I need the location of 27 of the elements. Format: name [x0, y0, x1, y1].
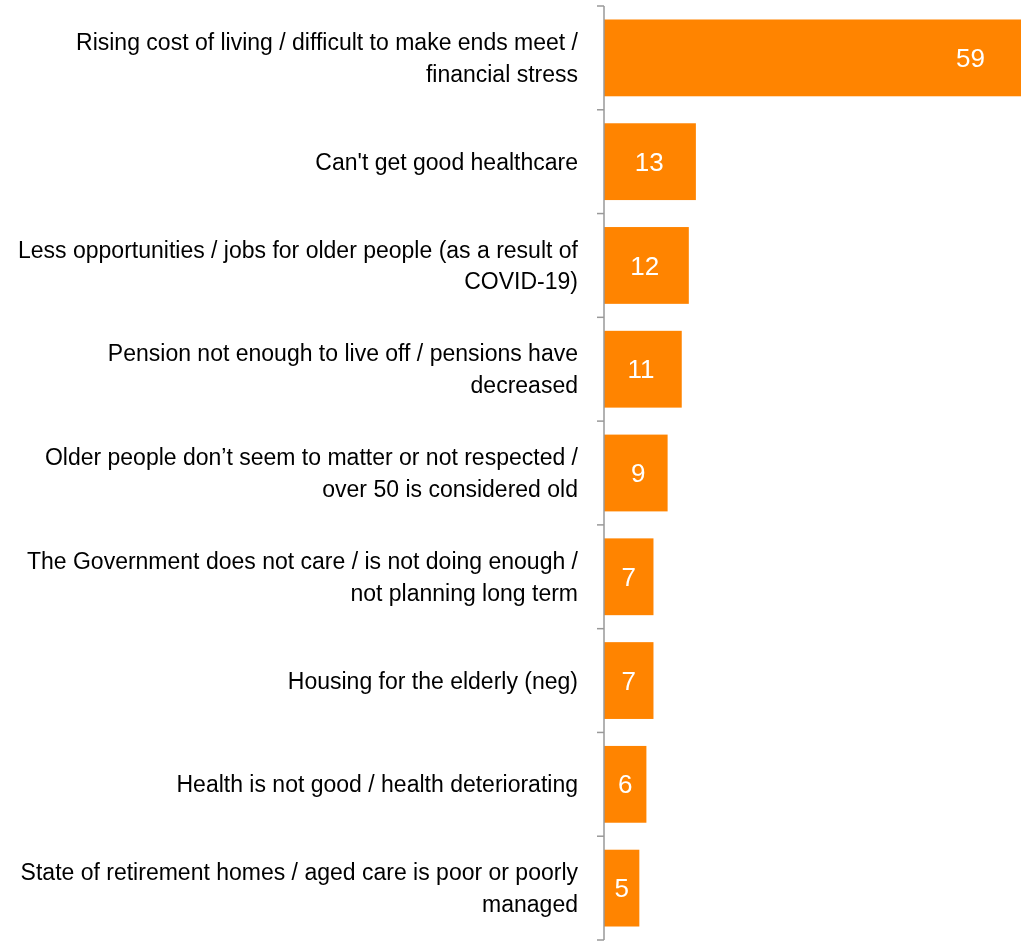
data-label: 13: [634, 146, 664, 177]
y-tick-label: Less opportunities / jobs for older people (as a result of COVID-19): [18, 236, 579, 295]
data-label: 11: [627, 354, 655, 385]
data-label: 6: [617, 769, 633, 800]
bar: [604, 19, 1021, 97]
data-label: 7: [621, 561, 636, 592]
bar: [604, 434, 668, 512]
data-label: 5: [614, 873, 629, 904]
y-tick-label: Housing for the elderly (neg): [287, 667, 578, 694]
y-tick-label: Health is not good / health deteriorating: [176, 771, 578, 798]
data-label: 7: [621, 665, 636, 696]
y-tick-label: Rising cost of living / difficult to make ends meet / financial stress: [76, 29, 579, 87]
y-tick-label: Can't get good healthcare: [315, 148, 578, 175]
bar: [604, 642, 654, 719]
y-tick-label: Pension not enough to live off / pensions have decreased: [107, 340, 578, 399]
data-label: 9: [630, 458, 646, 489]
bar: [604, 123, 696, 201]
data-label: 12: [630, 250, 660, 281]
bar: [604, 538, 654, 616]
y-tick-label: State of retirement homes / aged care is poor or poorly managed: [20, 859, 579, 918]
bar: [604, 227, 689, 304]
bar: [604, 849, 640, 927]
bar: [604, 330, 682, 408]
y-tick-label: Older people don’t seem to matter or not respected / over 50 is considered old: [44, 444, 579, 502]
y-tick-label: The Government does not care / is not doing enough / not planning long term: [26, 547, 579, 606]
bar: [604, 745, 647, 823]
data-label: 59: [956, 42, 985, 73]
